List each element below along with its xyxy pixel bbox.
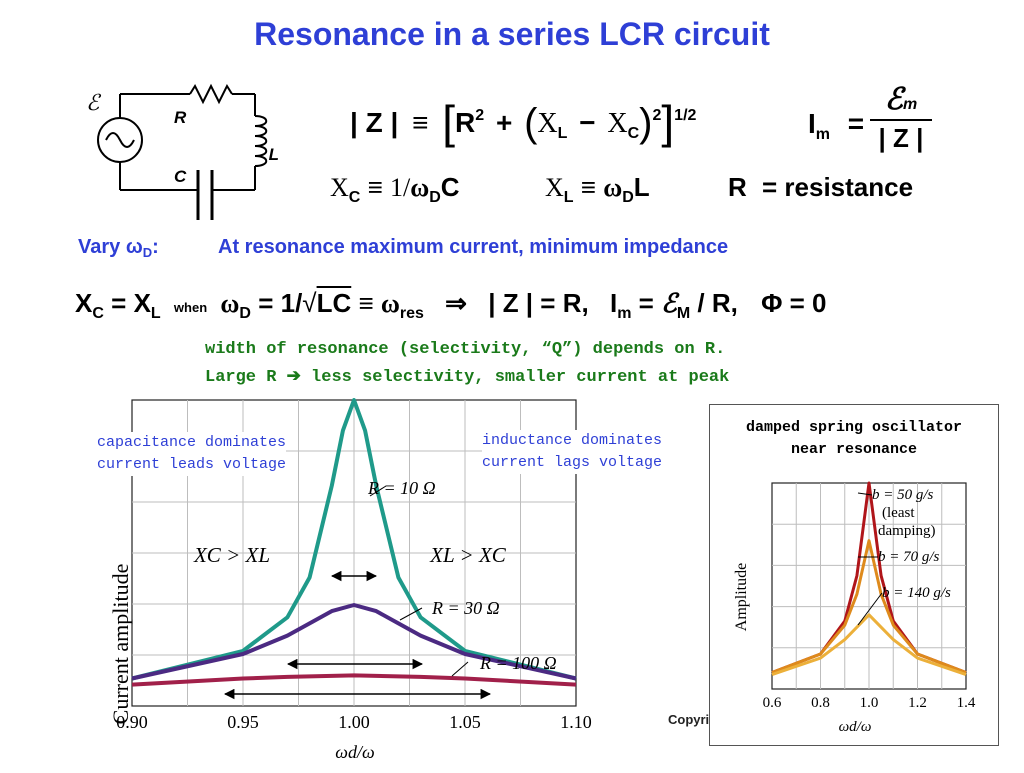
r10-leader bbox=[369, 485, 387, 497]
side-x-tick-label: 1.4 bbox=[957, 695, 976, 711]
page-title: Resonance in a series LCR circuit bbox=[254, 16, 770, 52]
vary-omega-label: Vary ωD: bbox=[78, 236, 159, 260]
current-amplitude-equation: Im = bbox=[808, 108, 865, 143]
r30-label: R = 30 Ω bbox=[431, 598, 500, 618]
xl-gt-xc-label: XL > XC bbox=[429, 543, 507, 567]
main-series-1 bbox=[131, 398, 577, 681]
b50-label-2: (least bbox=[882, 505, 915, 521]
inductor-label: L bbox=[269, 145, 279, 164]
resonance-condition: XC = XL when ωD = 1/√LC ≡ ωres ⇒ | Z | =… bbox=[75, 288, 827, 322]
side-x-tick-label: 1.2 bbox=[908, 695, 927, 711]
main-series-3 bbox=[131, 673, 577, 687]
b50-label-3: damping) bbox=[878, 523, 936, 539]
r30-leader bbox=[399, 607, 423, 621]
main-x-tick-label: 1.05 bbox=[449, 712, 481, 732]
side-plot-panel: damped spring oscillator near resonance … bbox=[709, 404, 999, 746]
main-xlabel: ωd/ω bbox=[335, 742, 374, 762]
b140-label: b = 140 g/s bbox=[882, 585, 951, 601]
side-x-tick-label: 0.8 bbox=[811, 695, 830, 711]
capacitor-label: C bbox=[174, 167, 187, 186]
main-x-tick-label: 1.10 bbox=[560, 712, 592, 732]
inductance-note: inductance dominates current lags voltag… bbox=[482, 430, 663, 474]
xc-gt-xl-label: XC > XL bbox=[193, 543, 270, 567]
current-fraction: ℰm | Z | bbox=[870, 82, 932, 154]
b70-label: b = 70 g/s bbox=[878, 549, 940, 565]
main-series-2 bbox=[131, 603, 577, 681]
selectivity-note-2: Large R ➔ less selectivity, smaller curr… bbox=[205, 368, 730, 387]
inductive-reactance-def: XL ≡ ωDL bbox=[545, 172, 650, 206]
lcr-circuit-diagram: ℰ R L C bbox=[86, 83, 279, 220]
side-series-3 bbox=[771, 613, 967, 677]
side-ylabel: Amplitude bbox=[733, 563, 750, 631]
side-x-tick-label: 1.0 bbox=[860, 695, 879, 711]
side-plot-title: damped spring oscillator near resonance bbox=[745, 419, 963, 458]
main-x-tick-label: 0.90 bbox=[116, 712, 148, 732]
main-x-tick-label: 1.00 bbox=[338, 712, 370, 732]
capacitive-reactance-def: XC ≡ 1/ωDC bbox=[330, 172, 460, 206]
r10-label: R = 10 Ω bbox=[367, 478, 436, 498]
main-ylabel: Current amplitude bbox=[108, 564, 133, 725]
side-xlabel: ωd/ω bbox=[839, 719, 872, 735]
r100-leader bbox=[451, 661, 469, 677]
b50-label: b = 50 g/s bbox=[872, 487, 934, 503]
resistor-label: R bbox=[174, 108, 187, 127]
capacitance-note: capacitance dominates current leads volt… bbox=[97, 432, 287, 476]
side-x-tick-label: 0.6 bbox=[763, 695, 782, 711]
impedance-equation: | Z | ≡ [R2 + (XL − XC)2]1/2 bbox=[350, 96, 697, 148]
emf-symbol: ℰ bbox=[86, 90, 102, 115]
main-x-tick-label: 0.95 bbox=[227, 712, 259, 732]
side-series-2 bbox=[771, 539, 967, 674]
r100-label: R = 100 Ω bbox=[479, 653, 557, 673]
copyright-text: Copyrig bbox=[668, 712, 718, 727]
selectivity-note-1: width of resonance (selectivity, “Q”) de… bbox=[205, 340, 726, 359]
resonance-statement: At resonance maximum current, minimum im… bbox=[218, 236, 729, 258]
resistance-def: R = resistance bbox=[728, 172, 914, 202]
